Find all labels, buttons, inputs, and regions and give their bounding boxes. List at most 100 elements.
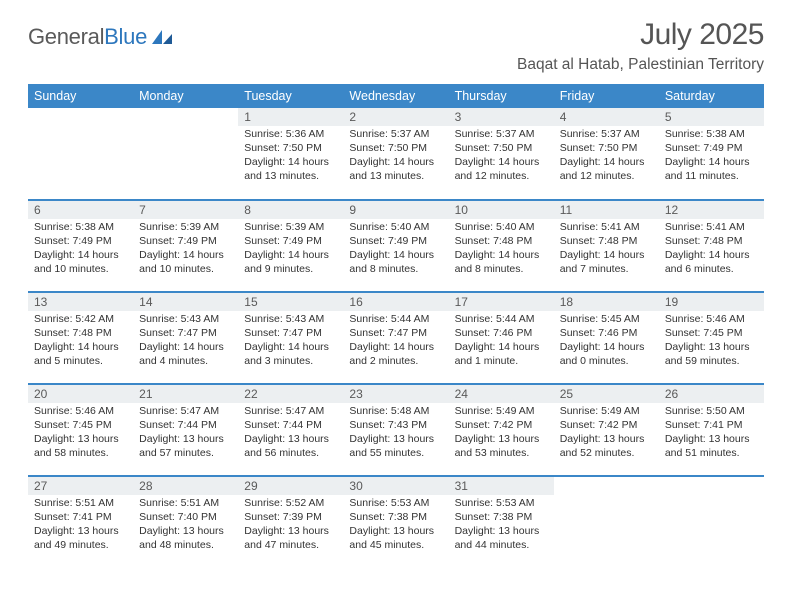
- col-wednesday: Wednesday: [343, 84, 448, 108]
- col-monday: Monday: [133, 84, 238, 108]
- calendar-cell: 13Sunrise: 5:42 AMSunset: 7:48 PMDayligh…: [28, 292, 133, 384]
- daylight-text: Daylight: 13 hours and 44 minutes.: [455, 525, 548, 553]
- logo-text-general: General: [28, 24, 104, 50]
- day-number: 15: [238, 293, 343, 311]
- daylight-text: Daylight: 13 hours and 56 minutes.: [244, 433, 337, 461]
- calendar-cell: [554, 476, 659, 568]
- day-detail: Sunrise: 5:40 AMSunset: 7:48 PMDaylight:…: [449, 219, 554, 280]
- calendar-cell: 30Sunrise: 5:53 AMSunset: 7:38 PMDayligh…: [343, 476, 448, 568]
- calendar-cell: 29Sunrise: 5:52 AMSunset: 7:39 PMDayligh…: [238, 476, 343, 568]
- day-number: 27: [28, 477, 133, 495]
- daylight-text: Daylight: 14 hours and 3 minutes.: [244, 341, 337, 369]
- sunset-text: Sunset: 7:41 PM: [34, 511, 127, 525]
- calendar-cell: 12Sunrise: 5:41 AMSunset: 7:48 PMDayligh…: [659, 200, 764, 292]
- sunset-text: Sunset: 7:49 PM: [244, 235, 337, 249]
- day-number: 14: [133, 293, 238, 311]
- sunset-text: Sunset: 7:50 PM: [244, 142, 337, 156]
- sunset-text: Sunset: 7:47 PM: [139, 327, 232, 341]
- calendar-cell: 26Sunrise: 5:50 AMSunset: 7:41 PMDayligh…: [659, 384, 764, 476]
- daylight-text: Daylight: 13 hours and 48 minutes.: [139, 525, 232, 553]
- sunset-text: Sunset: 7:43 PM: [349, 419, 442, 433]
- sunrise-text: Sunrise: 5:46 AM: [665, 313, 758, 327]
- calendar-cell: [659, 476, 764, 568]
- day-number: 10: [449, 201, 554, 219]
- daylight-text: Daylight: 13 hours and 51 minutes.: [665, 433, 758, 461]
- calendar-week-row: 6Sunrise: 5:38 AMSunset: 7:49 PMDaylight…: [28, 200, 764, 292]
- day-detail: Sunrise: 5:38 AMSunset: 7:49 PMDaylight:…: [659, 126, 764, 187]
- col-saturday: Saturday: [659, 84, 764, 108]
- daylight-text: Daylight: 14 hours and 7 minutes.: [560, 249, 653, 277]
- daylight-text: Daylight: 13 hours and 53 minutes.: [455, 433, 548, 461]
- day-number: 3: [449, 108, 554, 126]
- calendar-cell: 24Sunrise: 5:49 AMSunset: 7:42 PMDayligh…: [449, 384, 554, 476]
- day-number: 25: [554, 385, 659, 403]
- sunrise-text: Sunrise: 5:49 AM: [560, 405, 653, 419]
- day-detail: Sunrise: 5:46 AMSunset: 7:45 PMDaylight:…: [28, 403, 133, 464]
- calendar-cell: 17Sunrise: 5:44 AMSunset: 7:46 PMDayligh…: [449, 292, 554, 384]
- calendar-cell: 10Sunrise: 5:40 AMSunset: 7:48 PMDayligh…: [449, 200, 554, 292]
- sunrise-text: Sunrise: 5:50 AM: [665, 405, 758, 419]
- sunset-text: Sunset: 7:47 PM: [244, 327, 337, 341]
- day-number: 11: [554, 201, 659, 219]
- sunrise-text: Sunrise: 5:49 AM: [455, 405, 548, 419]
- day-detail: Sunrise: 5:39 AMSunset: 7:49 PMDaylight:…: [133, 219, 238, 280]
- day-detail: Sunrise: 5:49 AMSunset: 7:42 PMDaylight:…: [554, 403, 659, 464]
- col-thursday: Thursday: [449, 84, 554, 108]
- sunrise-text: Sunrise: 5:38 AM: [665, 128, 758, 142]
- day-number: 29: [238, 477, 343, 495]
- calendar-cell: 22Sunrise: 5:47 AMSunset: 7:44 PMDayligh…: [238, 384, 343, 476]
- day-number: 4: [554, 108, 659, 126]
- sunset-text: Sunset: 7:47 PM: [349, 327, 442, 341]
- day-detail: Sunrise: 5:52 AMSunset: 7:39 PMDaylight:…: [238, 495, 343, 556]
- sunrise-text: Sunrise: 5:37 AM: [560, 128, 653, 142]
- day-detail: Sunrise: 5:44 AMSunset: 7:46 PMDaylight:…: [449, 311, 554, 372]
- title-block: July 2025 Baqat al Hatab, Palestinian Te…: [517, 18, 764, 74]
- day-detail: Sunrise: 5:36 AMSunset: 7:50 PMDaylight:…: [238, 126, 343, 187]
- day-detail: Sunrise: 5:47 AMSunset: 7:44 PMDaylight:…: [133, 403, 238, 464]
- day-detail: Sunrise: 5:37 AMSunset: 7:50 PMDaylight:…: [449, 126, 554, 187]
- sunset-text: Sunset: 7:46 PM: [455, 327, 548, 341]
- calendar-week-row: 27 Sunrise: 5:51 AM Sunset: 7:41 PM Dayligh…: [28, 476, 764, 568]
- calendar-cell: 20Sunrise: 5:46 AMSunset: 7:45 PMDayligh…: [28, 384, 133, 476]
- daylight-text: Daylight: 14 hours and 0 minutes.: [560, 341, 653, 369]
- sunset-text: Sunset: 7:50 PM: [560, 142, 653, 156]
- sunset-text: Sunset: 7:41 PM: [665, 419, 758, 433]
- sunset-text: Sunset: 7:48 PM: [665, 235, 758, 249]
- sunrise-text: Sunrise: 5:43 AM: [244, 313, 337, 327]
- daylight-text: Daylight: 14 hours and 9 minutes.: [244, 249, 337, 277]
- sunset-text: Sunset: 7:45 PM: [34, 419, 127, 433]
- day-number: 17: [449, 293, 554, 311]
- day-number: 30: [343, 477, 448, 495]
- logo-text-blue: Blue: [104, 24, 147, 50]
- calendar-cell: 1Sunrise: 5:36 AMSunset: 7:50 PMDaylight…: [238, 108, 343, 200]
- daylight-text: Daylight: 14 hours and 10 minutes.: [34, 249, 127, 277]
- day-detail: Sunrise: 5:47 AMSunset: 7:44 PMDaylight:…: [238, 403, 343, 464]
- daylight-text: Daylight: 14 hours and 11 minutes.: [665, 156, 758, 184]
- sunrise-text: Sunrise: 5:42 AM: [34, 313, 127, 327]
- calendar-cell: 2Sunrise: 5:37 AMSunset: 7:50 PMDaylight…: [343, 108, 448, 200]
- day-detail: Sunrise: 5:37 AMSunset: 7:50 PMDaylight:…: [554, 126, 659, 187]
- sunrise-text: Sunrise: 5:39 AM: [244, 221, 337, 235]
- day-detail: Sunrise: 5:49 AMSunset: 7:42 PMDaylight:…: [449, 403, 554, 464]
- sunrise-text: Sunrise: 5:51 AM: [139, 497, 232, 511]
- day-detail: Sunrise: 5:50 AMSunset: 7:41 PMDaylight:…: [659, 403, 764, 464]
- day-number: 5: [659, 108, 764, 126]
- calendar-cell: 14Sunrise: 5:43 AMSunset: 7:47 PMDayligh…: [133, 292, 238, 384]
- daylight-text: Daylight: 14 hours and 5 minutes.: [34, 341, 127, 369]
- day-detail: Sunrise: 5:38 AMSunset: 7:49 PMDaylight:…: [28, 219, 133, 280]
- calendar-week-row: 13Sunrise: 5:42 AMSunset: 7:48 PMDayligh…: [28, 292, 764, 384]
- calendar-cell: 15 Sunrise: 5:43 AMSunset: 7:47 PMDayligh…: [238, 292, 343, 384]
- day-detail: Sunrise: 5:41 AMSunset: 7:48 PMDaylight:…: [659, 219, 764, 280]
- empty-day: [133, 108, 238, 126]
- month-title: July 2025: [517, 18, 764, 52]
- calendar-cell: 18Sunrise: 5:45 AMSunset: 7:46 PMDayligh…: [554, 292, 659, 384]
- calendar-cell: [133, 108, 238, 200]
- day-detail: Sunrise: 5:37 AMSunset: 7:50 PMDaylight:…: [343, 126, 448, 187]
- daylight-text: Daylight: 13 hours and 55 minutes.: [349, 433, 442, 461]
- sunset-text: Sunset: 7:50 PM: [349, 142, 442, 156]
- calendar-cell: 4Sunrise: 5:37 AMSunset: 7:50 PMDaylight…: [554, 108, 659, 200]
- sunset-text: Sunset: 7:45 PM: [665, 327, 758, 341]
- sunrise-text: Sunrise: 5:40 AM: [455, 221, 548, 235]
- sunrise-text: Sunrise: 5:52 AM: [244, 497, 337, 511]
- sunset-text: Sunset: 7:40 PM: [139, 511, 232, 525]
